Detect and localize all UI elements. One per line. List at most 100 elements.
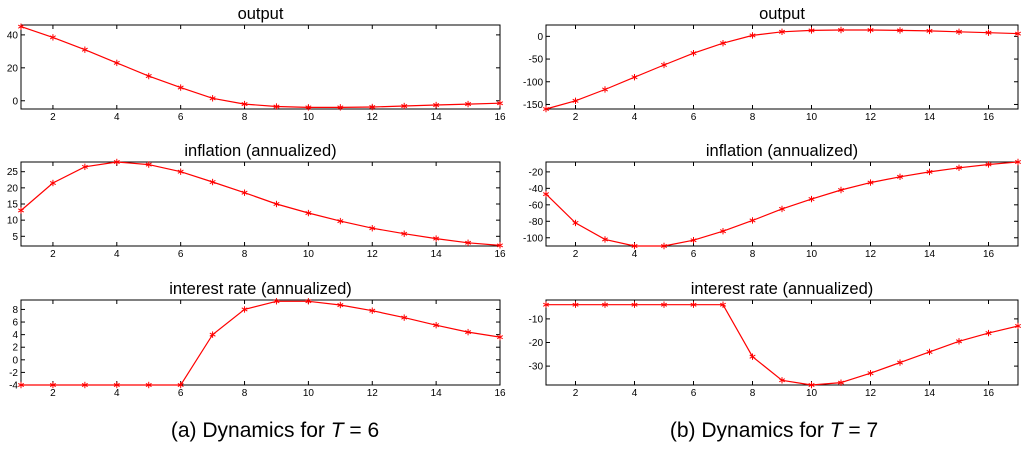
- panel-a-row0-axes-box: [20, 24, 501, 110]
- panel-a-row0-point-stroke: [209, 96, 216, 101]
- panel-b-row1-xtick-label: 6: [691, 249, 697, 260]
- panel-b-row0-point: [690, 49, 697, 57]
- panel-a-row0-point-stroke: [401, 104, 408, 109]
- panel-a-row1-xtick-label: 2: [50, 249, 56, 260]
- panel-a-row0-point: [145, 72, 152, 80]
- panel-b-row2-point-stroke: [660, 302, 668, 307]
- panel-b-row1-point: [749, 217, 756, 224]
- panel-b-row0-ytick-label: 0: [537, 32, 543, 43]
- panel-a-row1-point: [81, 163, 88, 171]
- panel-a-row0-point: [241, 100, 248, 108]
- panel-a-row1-xtick-label: 6: [178, 249, 184, 260]
- panel-b-row1-ytick-label: -80: [529, 217, 544, 228]
- panel-b-row2-xtick-label: 10: [806, 388, 818, 399]
- panel-b-row0-axes-box: [545, 24, 1019, 110]
- panel-a-row0-ytick-label: 0: [12, 96, 18, 107]
- panel-b-row0-point: [808, 27, 815, 34]
- panel-b-row0-point-stroke: [985, 30, 992, 35]
- panel-b-row2-xtick-label: 12: [865, 388, 877, 399]
- panel-b-row1-axes-box: [545, 161, 1019, 247]
- panel-a-row2-point: [496, 333, 504, 341]
- panel-a-row2-point-stroke: [209, 332, 216, 337]
- panel-b-row1-point: [778, 205, 786, 213]
- panel-b-row1-point-stroke: [631, 243, 638, 249]
- panel-a-row0-point-stroke: [49, 35, 56, 40]
- panel-a-row2-ytick-label: -2: [9, 368, 18, 379]
- panel-a-row2-point: [49, 381, 56, 389]
- panel-b-row2-point-stroke: [719, 302, 727, 307]
- panel-a-row2-point: [401, 314, 408, 321]
- panel-a-row2-point-stroke: [401, 315, 408, 320]
- caption-a: (a) Dynamics for T = 6: [171, 419, 379, 442]
- panel-a-row0-point-stroke: [465, 102, 472, 107]
- panel-b-row1-point: [896, 173, 904, 181]
- panel-a-row1-point-stroke: [145, 162, 152, 167]
- caption-b: (b) Dynamics for T = 7: [670, 419, 878, 442]
- panel-a-row2-point-stroke: [496, 335, 504, 340]
- panel-a-row1-title: inflation (annualized): [184, 142, 336, 160]
- panel-a-row2-title: interest rate (annualized): [169, 280, 352, 298]
- panel-b-row0-point-stroke: [926, 28, 933, 33]
- panel-b-row0-point-stroke: [1014, 31, 1022, 36]
- panel-b-row1-point-stroke: [690, 238, 697, 243]
- panel-a-row2: interest rate (annualized)2 4 6 8 10 12 14 16-4…: [9, 280, 506, 399]
- panel-b-row0-point: [542, 105, 550, 113]
- panel-a-row0-xtick-label: 14: [431, 112, 443, 123]
- panel-a-row2-point: [369, 307, 376, 314]
- panel-b-row1-ytick-label: -60: [529, 200, 544, 211]
- panel-a-row0-ytick-label: 40: [7, 30, 19, 41]
- panel-a-row1-point-stroke: [305, 211, 312, 216]
- panel-a-row1-point-stroke: [209, 179, 216, 185]
- caption-b-var: T: [830, 419, 845, 442]
- panel-b-row0-point: [719, 39, 727, 47]
- panel-a-row2-xtick-label: 16: [494, 388, 506, 399]
- panel-b-row1-point-stroke: [808, 197, 815, 202]
- panel-a-row0-point-stroke: [369, 104, 376, 110]
- panel-a-row2-ytick-label: 2: [12, 343, 18, 354]
- panel-b-row2-point: [690, 301, 697, 308]
- panel-a-row1-point: [305, 209, 312, 217]
- panel-b-row2-point: [542, 301, 550, 308]
- panel-b-row0-point-stroke: [896, 28, 904, 33]
- panel-a-row1-ytick-label: 20: [7, 183, 19, 194]
- caption-a-tag: (a): [171, 419, 197, 442]
- panel-a-row1-point: [241, 189, 248, 196]
- panel-a-row2-ytick-label: 8: [12, 305, 18, 316]
- panel-b-row2-point-stroke: [631, 302, 638, 307]
- caption-a-eq: = 6: [349, 419, 379, 442]
- panel-b-row1-xtick-label: 2: [573, 249, 579, 260]
- panel-b-row0-point-stroke: [955, 29, 963, 34]
- panel-a-row2-xtick-label: 2: [50, 388, 56, 399]
- panel-a-row0-point: [305, 104, 312, 111]
- panel-b-row0-xtick-label: 8: [750, 112, 756, 123]
- panel-b-row1-ytick-label: -20: [529, 167, 544, 178]
- panel-b-row0-title: output: [759, 5, 805, 23]
- panel-a-row2-point-stroke: [81, 382, 88, 388]
- panel-b-row2-point-stroke: [542, 302, 550, 307]
- panel-b-row2-ytick-label: -10: [529, 314, 544, 325]
- panel-a-row2-xtick-label: 4: [114, 388, 120, 399]
- panel-a-row2-point: [177, 381, 184, 389]
- panel-b-row1-point-stroke: [778, 206, 786, 211]
- panel-b-row1-point: [660, 242, 668, 250]
- panel-a-row1-point-stroke: [81, 164, 88, 169]
- panel-a-row2-xtick-label: 12: [367, 388, 379, 399]
- panel-a-row0-point: [496, 100, 504, 107]
- panel-b-row1-point: [955, 164, 963, 171]
- panel-a-row1-series-line: [20, 161, 501, 246]
- panel-b-row1-point-stroke: [867, 180, 874, 185]
- panel-b-row0-xtick-label: 14: [924, 112, 936, 123]
- panel-b-row1-point-stroke: [601, 237, 609, 242]
- panel-a-row0-xtick-label: 2: [50, 112, 56, 123]
- panel-a-row0-point: [369, 103, 376, 111]
- panel-b-row1-xtick-label: 16: [983, 249, 995, 260]
- panel-a-row2-point: [465, 328, 472, 336]
- panel-b-row0-point-stroke: [542, 106, 550, 112]
- panel-b-row1: inflation (annualized) 2 4 6 8 10 12 14 16 -100 -8…: [523, 142, 1022, 260]
- panel-a-row2-point-stroke: [145, 382, 152, 388]
- panel-a-row0-point: [433, 101, 440, 109]
- panel-a-row0-point-stroke: [305, 105, 312, 110]
- panel-a-row1-point: [113, 158, 120, 166]
- panel-b-row2-point: [985, 329, 992, 337]
